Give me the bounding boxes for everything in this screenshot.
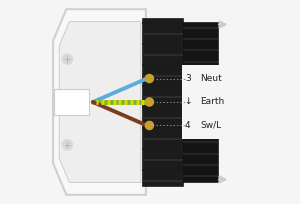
Bar <box>54 89 89 115</box>
Polygon shape <box>59 21 141 183</box>
Bar <box>182 65 252 139</box>
Text: Neut: Neut <box>200 74 222 83</box>
Text: ↓: ↓ <box>184 98 191 106</box>
Text: 4: 4 <box>185 121 191 130</box>
Text: Sw/L: Sw/L <box>200 121 221 130</box>
Circle shape <box>145 74 154 83</box>
Text: 3: 3 <box>185 74 191 83</box>
Circle shape <box>145 98 154 106</box>
Circle shape <box>62 54 73 64</box>
Text: Earth: Earth <box>200 98 224 106</box>
Bar <box>142 18 183 186</box>
Circle shape <box>62 140 73 150</box>
Bar <box>183 22 218 182</box>
Polygon shape <box>53 9 146 195</box>
Circle shape <box>145 121 154 130</box>
